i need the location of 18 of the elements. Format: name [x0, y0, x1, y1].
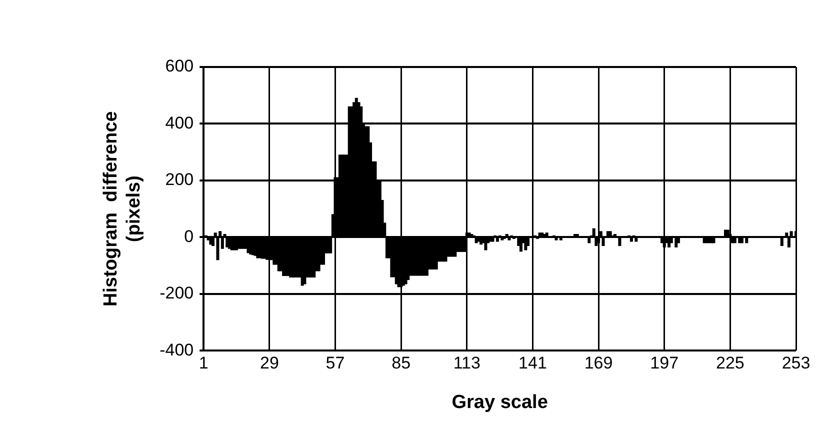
x-tick-label: 113: [453, 353, 480, 372]
x-tick-label: 169: [584, 353, 613, 372]
x-axis-title: Gray scale: [452, 392, 548, 413]
x-tick-label: 197: [650, 353, 679, 372]
y-tick-label: 400: [165, 113, 194, 132]
y-tick-label: -400: [160, 340, 194, 360]
x-tick-label: 57: [326, 353, 345, 372]
x-tick-label: 225: [716, 353, 744, 372]
x-tick-label: 29: [260, 353, 279, 372]
x-tick-label: 1: [198, 353, 208, 372]
x-tick-label: 85: [392, 353, 411, 372]
y-tick-label: -200: [160, 284, 194, 303]
x-tick-label: 141: [518, 353, 547, 372]
y-tick-label: 200: [165, 170, 194, 190]
y-tick-label: 0: [184, 226, 194, 246]
y-axis-title: Histogram difference (pixels): [100, 111, 144, 306]
x-tick-label: 253: [782, 353, 810, 372]
y-tick-label: 600: [165, 56, 194, 76]
